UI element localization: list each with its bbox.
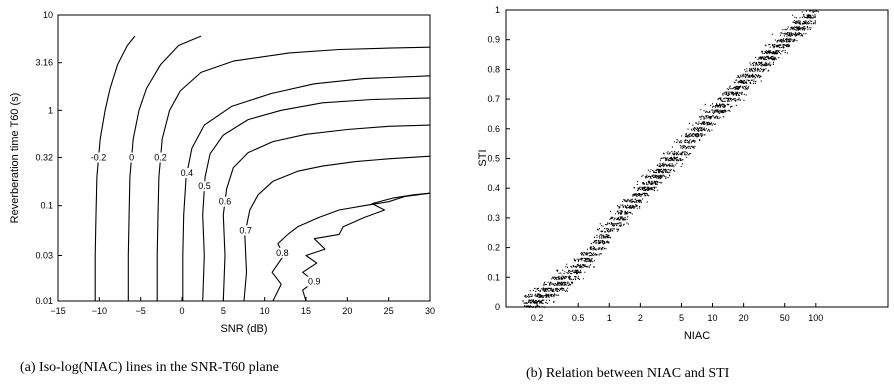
chart-a-xtick-label: 20 <box>342 306 352 316</box>
contour-line <box>182 75 431 301</box>
chart-a-xtick-label: −5 <box>136 306 146 316</box>
chart-b-ytick-label: 0 <box>495 302 500 312</box>
contour-label: 0.2 <box>154 153 167 163</box>
chart-a-ytick-label: 3.16 <box>35 58 53 68</box>
chart-b-ytick-label: 0.6 <box>487 124 500 134</box>
chart-a-xtick-label: 25 <box>384 306 394 316</box>
contour-line <box>202 97 431 302</box>
chart-a-xtick-label: 10 <box>260 306 270 316</box>
contour-label: 0.6 <box>219 197 232 207</box>
chart-b-ytick-label: 0.2 <box>487 243 500 253</box>
chart-b-frame <box>505 9 889 308</box>
contour-label: 0.4 <box>181 168 194 178</box>
chart-a-xtick-label: −15 <box>50 306 65 316</box>
chart-b-xtick-label: 1 <box>607 313 612 323</box>
contour-label: -0.2 <box>91 153 107 163</box>
caption-b: (b) Relation between NIAC and STI <box>526 366 730 381</box>
chart-a-ticks: −15 −10 −5 0 5 10 15 20 25 30 0.01 0.03 0.1 0.32 1 3.16… <box>35 10 435 316</box>
contour-label-bg <box>216 196 234 207</box>
contour-line <box>243 155 431 302</box>
contour-line <box>127 35 202 301</box>
chart-a-ytick-label: 0.1 <box>40 201 53 211</box>
chart-b-xtick-label: 5 <box>679 313 684 323</box>
chart-b-ytick-label: 0.5 <box>487 154 500 164</box>
contour-label-bg <box>305 276 324 287</box>
chart-b-xtick-label: 20 <box>739 313 749 323</box>
chart-a-xtick-label: 0 <box>179 306 184 316</box>
contour-label-bg <box>195 181 214 192</box>
contour-label: 0.9 <box>308 277 321 287</box>
chart-b: 0.2 0.5 1 2 5 10 20 50 100 0 0.1 0.2 0.3 0.4 0.5 0.6 0.7… <box>477 5 889 342</box>
chart-a-ytick-label: 0.03 <box>35 251 53 261</box>
contour-line <box>271 192 431 302</box>
chart-b-ytick-label: 1 <box>495 5 500 15</box>
chart-a-frame <box>57 14 431 302</box>
scatter-points <box>522 10 819 309</box>
chart-a-ytick-label: 10 <box>43 10 53 20</box>
chart-b-ytick-label: 0.8 <box>487 64 500 74</box>
chart-a-xtick-label: −10 <box>92 306 107 316</box>
chart-b-xtick-label: 10 <box>708 313 718 323</box>
chart-a-ylabel: Reverberation time T60 (s) <box>9 93 21 224</box>
chart-b-xtick-label: 2 <box>638 313 643 323</box>
chart-b-xtick-label: 0.5 <box>572 313 585 323</box>
contour-label-bg <box>151 152 170 163</box>
chart-b-xtick-label: 50 <box>780 313 790 323</box>
contour-line <box>156 46 431 301</box>
chart-b-xtick-label: 100 <box>808 313 823 323</box>
chart-a-ytick-label: 0.01 <box>35 296 53 306</box>
chart-a-xtick-label: 30 <box>425 306 435 316</box>
chart-b-points <box>522 10 819 309</box>
chart-a-ytick-label: 1 <box>48 105 53 115</box>
chart-b-ytick-label: 0.7 <box>487 94 500 104</box>
contour-label-bg <box>236 225 255 236</box>
contour-line <box>222 124 431 302</box>
contour-label-bg <box>87 152 110 163</box>
chart-a-contour-labels: -0.2 0 0.2 0.4 0.5 0.6 0.7 0.8 0.9 <box>87 152 324 287</box>
chart-a-contours <box>94 35 431 302</box>
contour-label: 0.8 <box>276 248 289 258</box>
contour-label: 0 <box>129 153 134 163</box>
chart-a-xlabel: SNR (dB) <box>220 323 267 335</box>
chart-b-ylabel: STI <box>477 149 489 166</box>
chart-b-ytick-label: 0.4 <box>487 183 500 193</box>
chart-b-ytick-label: 0.9 <box>487 35 500 45</box>
caption-a: (a) Iso-log(NIAC) lines in the SNR-T60 p… <box>20 360 279 375</box>
chart-b-ytick-label: 0.1 <box>487 272 500 282</box>
contour-label-bg <box>178 168 196 179</box>
chart-a-ytick-label: 0.32 <box>35 153 53 163</box>
chart-b-xtick-label: 0.2 <box>531 313 544 323</box>
contour-label: 0.5 <box>198 181 211 191</box>
contour-line <box>94 35 136 301</box>
contour-label-bg <box>273 247 292 258</box>
chart-a: −15 −10 −5 0 5 10 15 20 25 30 0.01 0.03 0.1 0.32 1 3.16… <box>9 10 435 335</box>
chart-a-xtick-label: 15 <box>301 306 311 316</box>
chart-a-xtick-label: 5 <box>221 306 226 316</box>
chart-b-ticks: 0.2 0.5 1 2 5 10 20 50 100 0 0.1 0.2 0.3 0.4 0.5 0.6 0.7… <box>487 5 823 323</box>
chart-b-xlabel: NIAC <box>684 330 710 342</box>
contour-label: 0.7 <box>239 225 252 235</box>
contour-label-bg <box>128 152 136 163</box>
chart-b-ytick-label: 0.3 <box>487 213 500 223</box>
